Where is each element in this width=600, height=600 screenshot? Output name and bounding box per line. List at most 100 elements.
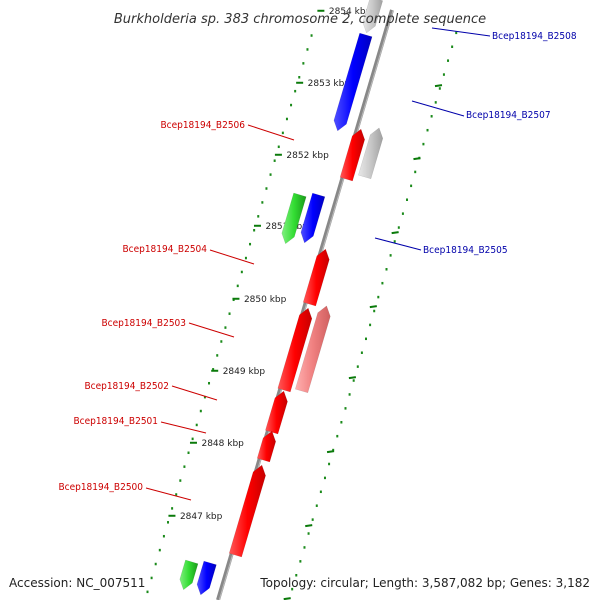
right-track-dot: [277, 145, 280, 149]
right-track-dot: [249, 242, 252, 246]
gene-arrow[interactable]: [196, 560, 217, 596]
left-track-dot: [406, 198, 409, 201]
gene-arrow[interactable]: [265, 390, 288, 435]
left-track-dot: [430, 115, 433, 118]
left-track-dot: [356, 365, 359, 368]
gene-label[interactable]: Bcep18194_B2506: [160, 120, 245, 131]
left-track-dot: [299, 560, 302, 563]
left-track-dot: [381, 281, 384, 285]
kbp-tick-label: 2850 kbp: [244, 295, 287, 305]
accession-label: Accession: NC_007511: [9, 576, 145, 590]
gene-label-leader: [171, 385, 218, 401]
left-track-dot: [307, 532, 310, 535]
right-track-dot: [290, 103, 293, 107]
gene-label[interactable]: Bcep18194_B2501: [73, 416, 158, 427]
left-track-dash: [305, 524, 313, 528]
left-track-dot: [447, 59, 450, 62]
gene-label-leader: [209, 249, 255, 265]
right-track-dot: [236, 284, 239, 288]
gene-label[interactable]: Bcep18194_B2500: [58, 482, 143, 493]
right-track-dot: [146, 590, 149, 594]
left-track-dot: [401, 212, 404, 215]
left-track-dot: [385, 268, 388, 271]
left-track-dash: [326, 450, 335, 454]
right-track-dot: [187, 451, 190, 455]
gene-label-leader: [160, 421, 207, 434]
gene-arrow[interactable]: [333, 32, 373, 132]
gene-label[interactable]: Bcep18194_B2507: [466, 110, 551, 121]
gene-label-leader: [411, 100, 465, 117]
right-track-dot: [216, 354, 219, 357]
right-track-dot: [150, 576, 153, 580]
right-track-dot: [228, 312, 231, 315]
gene-arrow[interactable]: [358, 127, 384, 180]
gene-arrow[interactable]: [256, 430, 276, 463]
left-track-dot: [426, 128, 429, 132]
left-track-dot: [360, 351, 363, 354]
right-track-dot: [191, 437, 194, 441]
gene-label-leader: [247, 124, 295, 141]
left-track-dot: [336, 434, 339, 438]
genes-layer: [179, 0, 384, 596]
left-track-dot: [410, 184, 413, 188]
right-track-dot: [179, 479, 182, 482]
right-track-dot: [273, 159, 276, 162]
gene-arrow[interactable]: [362, 0, 384, 34]
right-track-dot: [154, 562, 157, 566]
right-track-dot: [208, 381, 211, 385]
right-track-dot: [294, 89, 297, 93]
gene-label[interactable]: Bcep18194_B2505: [423, 245, 508, 256]
kbp-tick-label: 2853 kbp: [308, 79, 351, 89]
gene-arrow[interactable]: [228, 464, 266, 558]
left-track-dash: [434, 84, 443, 88]
left-track-dash: [283, 597, 291, 600]
left-track-dot: [369, 323, 372, 327]
left-track-dot: [393, 240, 396, 243]
left-track-dot: [340, 421, 343, 424]
kbp-tick-label: 2854 kbp: [329, 7, 372, 17]
left-track-dot: [451, 45, 454, 49]
right-track-dot: [212, 368, 215, 371]
gene-label-leader: [188, 322, 235, 338]
left-track-dot: [348, 393, 351, 396]
gene-arrow[interactable]: [300, 192, 326, 244]
right-track-dot: [171, 507, 174, 510]
gene-label[interactable]: Bcep18194_B2508: [492, 31, 577, 42]
left-track-dash: [348, 376, 357, 380]
right-track-dot: [298, 76, 301, 79]
left-track-dot: [344, 407, 347, 410]
left-track-dot: [319, 490, 322, 494]
right-track-dot: [220, 340, 223, 343]
left-track-dot: [414, 170, 417, 174]
left-track-dash: [413, 157, 421, 161]
gene-arrow[interactable]: [302, 248, 330, 307]
gene-arrow[interactable]: [281, 192, 307, 245]
left-track-dot: [328, 462, 331, 466]
right-track-dot: [257, 215, 260, 218]
left-track-dot: [295, 573, 298, 577]
kbp-tick-label: 2847 kbp: [180, 512, 223, 522]
right-track-dot: [158, 548, 161, 552]
kbp-tick-label: 2848 kbp: [201, 439, 244, 449]
left-track-dot: [303, 546, 306, 549]
topology-summary: Topology: circular; Length: 3,587,082 bp…: [259, 576, 590, 590]
gene-label[interactable]: Bcep18194_B2503: [101, 318, 186, 329]
right-dotted-track: [146, 34, 313, 594]
right-track-dot: [240, 270, 243, 274]
gene-label-leader: [374, 237, 422, 251]
gene-label[interactable]: Bcep18194_B2502: [84, 381, 169, 392]
left-track-dot: [434, 101, 437, 104]
right-track-dot: [232, 298, 235, 302]
gene-arrow[interactable]: [294, 305, 331, 394]
right-track-dot: [302, 62, 305, 65]
gene-arrow[interactable]: [179, 559, 199, 591]
left-track-dot: [373, 309, 376, 313]
left-track-dot: [389, 254, 392, 257]
gene-label[interactable]: Bcep18194_B2504: [122, 244, 207, 255]
right-track-dot: [306, 48, 309, 51]
gene-arrow[interactable]: [339, 128, 365, 182]
left-track-dot: [291, 587, 294, 591]
gene-arrow[interactable]: [277, 307, 313, 393]
right-track-dot: [224, 326, 227, 329]
